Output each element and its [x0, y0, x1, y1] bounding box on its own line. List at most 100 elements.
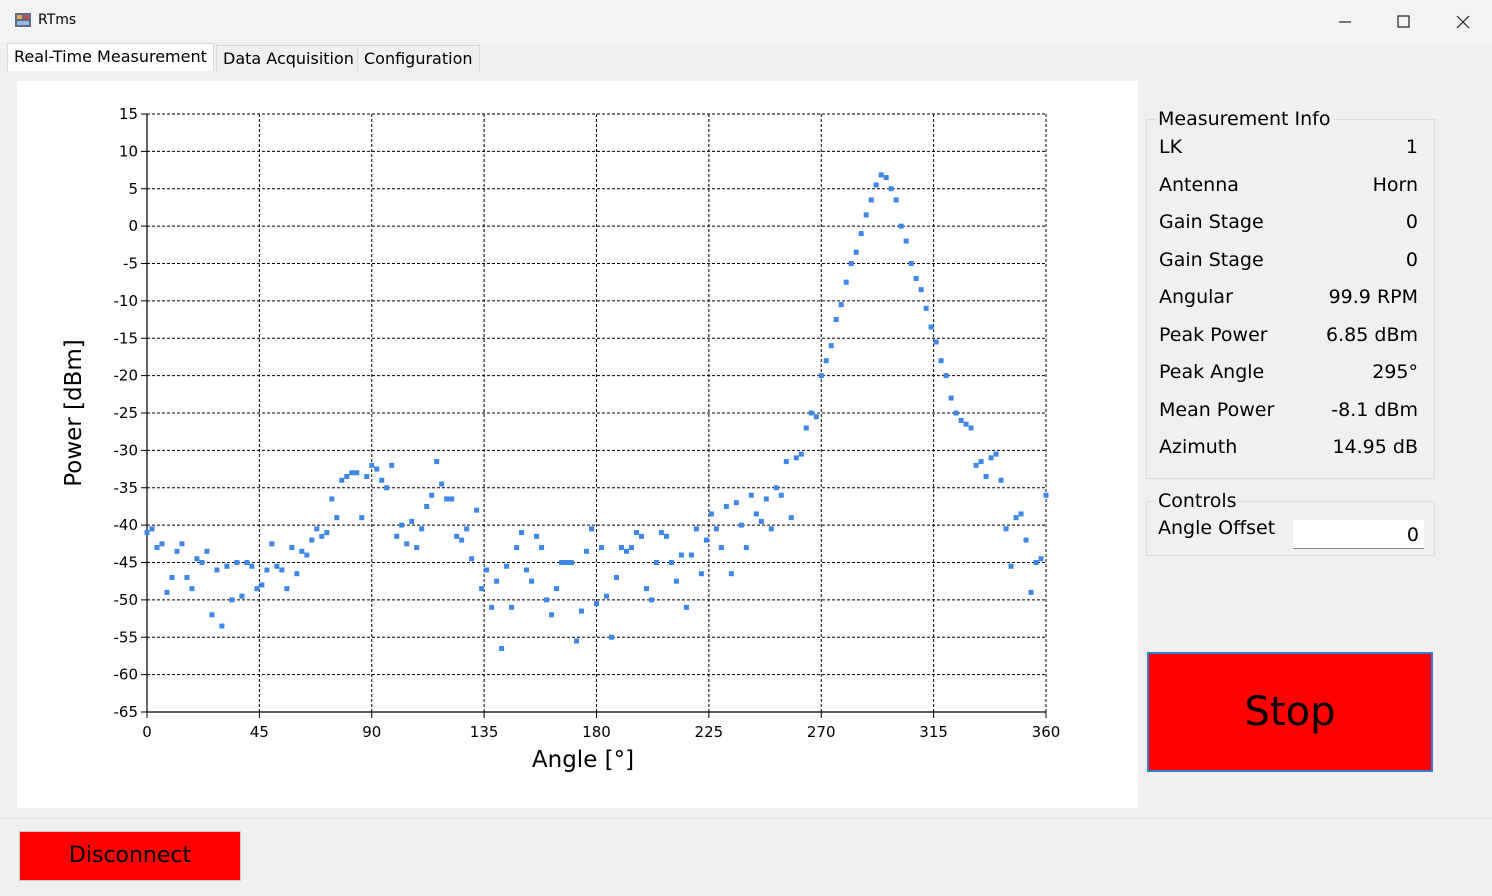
data-point [159, 541, 165, 547]
data-point [688, 552, 694, 558]
data-point [279, 567, 285, 573]
data-point [878, 172, 884, 178]
maximize[interactable] [1397, 15, 1410, 28]
controls-group [1146, 501, 1435, 556]
data-point [808, 410, 814, 416]
stop-button[interactable]: Stop [1147, 652, 1433, 772]
data-point [953, 410, 959, 416]
data-point [404, 541, 410, 547]
tab[interactable]: Configuration [357, 45, 480, 71]
tab[interactable]: Real-Time Measurement [7, 43, 214, 71]
data-point [713, 526, 719, 532]
data-point [224, 563, 230, 569]
data-point [763, 496, 769, 502]
data-point [673, 578, 679, 584]
close[interactable] [1456, 15, 1470, 29]
data-point [858, 231, 864, 237]
data-point [149, 526, 155, 532]
info-label: Antenna [1159, 173, 1239, 196]
data-point [539, 545, 545, 551]
window-title: RTms [38, 12, 77, 28]
x-tick-label: 0 [142, 723, 152, 741]
info-label: Gain Stage [1159, 248, 1264, 271]
data-point [449, 496, 455, 502]
data-point [658, 530, 664, 536]
data-point [983, 474, 989, 480]
data-point [289, 545, 295, 551]
data-point [1043, 492, 1049, 498]
data-point [938, 358, 944, 364]
data-point [359, 515, 365, 521]
data-point [304, 552, 310, 558]
data-point [184, 574, 190, 580]
data-point [718, 545, 724, 551]
data-point [623, 548, 629, 554]
data-point [434, 459, 440, 465]
data-point [863, 212, 869, 218]
y-tick-label: 0 [128, 217, 138, 235]
y-tick-label: -25 [114, 404, 139, 422]
data-point [613, 574, 619, 580]
data-point [264, 567, 270, 573]
data-point [853, 249, 859, 255]
data-point [534, 533, 540, 539]
data-point [848, 261, 854, 266]
data-point [154, 545, 160, 551]
data-point [1008, 563, 1014, 569]
data-point [783, 459, 789, 465]
info-value: 295° [1372, 361, 1418, 383]
window-controls[interactable] [1330, 10, 1480, 34]
info-label: LK [1159, 136, 1183, 158]
data-point [723, 503, 729, 509]
y-tick-label: -55 [114, 628, 139, 646]
data-point [893, 197, 899, 203]
data-point [1023, 537, 1029, 543]
tab[interactable]: Data Acquisition [216, 45, 361, 71]
angle-offset-input[interactable]: 0 [1293, 520, 1424, 549]
data-point [943, 373, 949, 379]
data-point [564, 560, 570, 565]
data-point [758, 518, 764, 524]
data-point [978, 459, 984, 465]
data-point [733, 500, 739, 506]
bottom-bar [0, 818, 1492, 896]
data-point [479, 586, 485, 592]
disconnect-button[interactable]: Disconnect [19, 831, 241, 881]
data-point [334, 515, 340, 521]
data-point [254, 586, 260, 592]
info-label: Gain Stage [1159, 211, 1264, 233]
data-point [234, 560, 240, 565]
data-point [653, 560, 659, 565]
data-point [549, 612, 555, 618]
x-axis-label: Angle [°] [532, 747, 634, 773]
data-point [439, 481, 445, 487]
x-tick-label: 315 [919, 723, 948, 741]
data-point [988, 455, 994, 461]
data-point [843, 279, 849, 285]
data-point [424, 503, 430, 509]
data-point [219, 623, 225, 629]
info-label: Mean Power [1159, 398, 1275, 421]
data-point [454, 533, 460, 539]
data-point [574, 638, 580, 644]
y-tick-label: 10 [119, 142, 138, 160]
data-point [1038, 556, 1044, 562]
data-point [648, 597, 654, 603]
title-bar: RTms [0, 0, 1492, 42]
data-point [299, 548, 305, 554]
y-tick-label: -50 [114, 591, 139, 609]
data-point [1013, 515, 1019, 521]
data-point [244, 560, 250, 565]
chart-panel: Angle [°] Power [dBm] -65 -60 -55 -50 -45 -40… [17, 81, 1138, 808]
data-point [603, 593, 609, 599]
info-label: Peak Power [1159, 323, 1268, 346]
data-point [913, 275, 919, 281]
data-point [329, 496, 335, 502]
data-point [898, 223, 904, 229]
info-label: Azimuth [1159, 436, 1238, 458]
data-point [464, 526, 470, 532]
data-point [569, 560, 575, 565]
data-point [514, 545, 520, 551]
data-point [1018, 511, 1024, 517]
data-point [778, 492, 784, 498]
